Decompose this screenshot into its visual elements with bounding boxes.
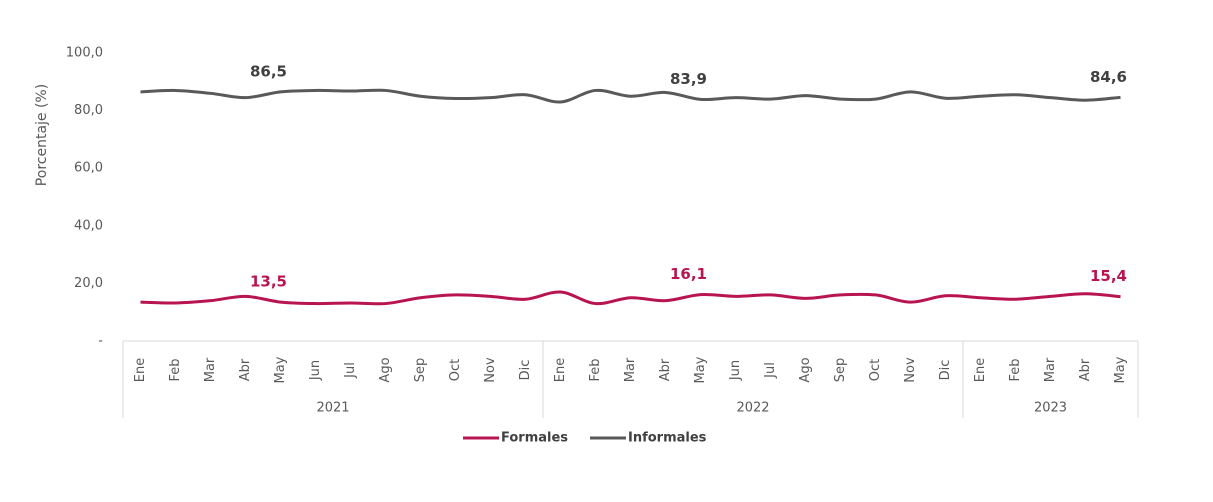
x-tick-label: May [273, 356, 288, 383]
x-tick-label: Jul [763, 362, 778, 379]
x-tick-label: Nov [483, 357, 498, 383]
x-tick-label: Mar [203, 357, 218, 382]
x-tick-label: Nov [903, 357, 918, 383]
x-tick-label: Oct [448, 359, 463, 381]
x-tick-label: Abr [238, 358, 253, 381]
y-tick-label: 40,0 [74, 218, 103, 233]
x-tick-label: May [693, 356, 708, 383]
x-tick-label: Ene [553, 358, 568, 382]
x-tick-label: Feb [1008, 358, 1023, 381]
x-tick-label: Oct [868, 359, 883, 381]
data-label: 84,6 [1090, 68, 1127, 86]
x-tick-label: Jun [728, 360, 743, 381]
x-tick-label: Ago [798, 357, 813, 382]
series-line [140, 290, 1121, 306]
x-tick-label: Feb [588, 358, 603, 381]
x-tick-label: May [1113, 356, 1128, 383]
data-label: 16,1 [670, 265, 707, 283]
y-axis-title: Porcentaje (%) [34, 84, 50, 186]
x-tick-label: Mar [623, 357, 638, 382]
x-tick-label: Dic [518, 360, 533, 381]
y-tick-label: 80,0 [74, 103, 103, 118]
legend-label: Formales [501, 431, 568, 446]
x-tick-label: Abr [1078, 358, 1093, 381]
x-tick-label: Sep [833, 358, 848, 383]
y-tick-label: 100,0 [66, 46, 103, 61]
data-label: 83,9 [670, 70, 707, 88]
x-tick-label: Dic [938, 360, 953, 381]
x-tick-label: Jul [343, 362, 358, 379]
group-label: 2022 [736, 401, 769, 416]
x-tick-label: Mar [1043, 357, 1058, 382]
x-tick-label: Abr [658, 358, 673, 381]
y-tick-label: 20,0 [74, 276, 103, 291]
group-label: 2023 [1034, 401, 1067, 416]
y-tick-label: - [98, 334, 103, 349]
x-tick-label: Ene [133, 358, 148, 382]
x-tick-label: Sep [413, 358, 428, 383]
y-tick-label: 60,0 [74, 161, 103, 176]
group-label: 2021 [316, 401, 349, 416]
data-label: 86,5 [250, 62, 287, 80]
data-label: 15,4 [1090, 267, 1127, 285]
x-tick-label: Ene [973, 358, 988, 382]
x-tick-label: Jun [308, 360, 323, 381]
x-tick-label: Feb [168, 358, 183, 381]
x-tick-label: Ago [378, 357, 393, 382]
data-label: 13,5 [250, 273, 287, 291]
series-line [140, 88, 1121, 104]
legend-label: Informales [628, 431, 707, 446]
